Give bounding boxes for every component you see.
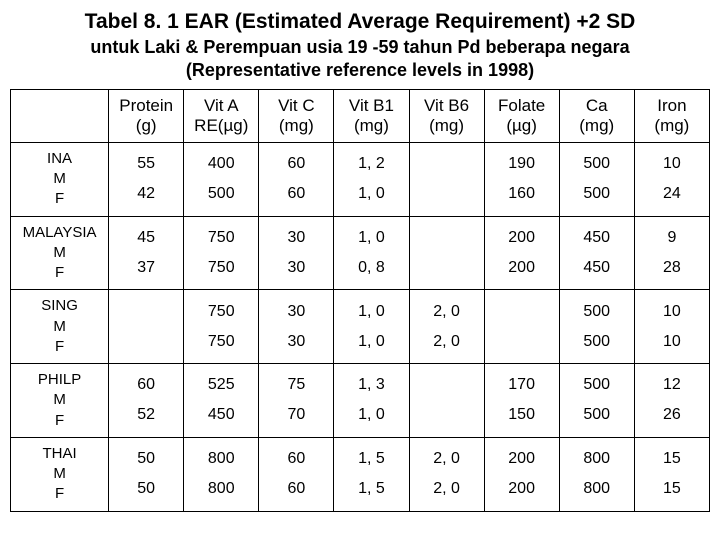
cell: 1226	[634, 364, 709, 438]
cell: 200200	[484, 216, 559, 290]
col-header-6: Folate(µg)	[484, 89, 559, 142]
cell: 750750	[184, 290, 259, 364]
cell: 1, 51, 5	[334, 437, 409, 511]
cell: 5542	[109, 142, 184, 216]
cell: 500500	[559, 364, 634, 438]
col-header-0	[11, 89, 109, 142]
cell: 750750	[184, 216, 259, 290]
col-header-2: Vit ARE(µg)	[184, 89, 259, 142]
cell: 3030	[259, 216, 334, 290]
table-body: INAMF554240050060601, 21, 01901605005001…	[11, 142, 710, 511]
cell: 1515	[634, 437, 709, 511]
cell	[109, 290, 184, 364]
table-row: MALAYSIAMF453775075030301, 00, 8 20020045…	[11, 216, 710, 290]
cell: 5050	[109, 437, 184, 511]
cell: 1, 31, 0	[334, 364, 409, 438]
cell: 190160	[484, 142, 559, 216]
col-header-3: Vit C(mg)	[259, 89, 334, 142]
cell: 2, 02, 0	[409, 437, 484, 511]
table-subtitle: untuk Laki & Perempuan usia 19 -59 tahun…	[0, 36, 720, 89]
row-label: SINGMF	[11, 290, 109, 364]
cell: 4537	[109, 216, 184, 290]
table-title: Tabel 8. 1 EAR (Estimated Average Requir…	[0, 0, 720, 36]
col-header-4: Vit B1(mg)	[334, 89, 409, 142]
row-label: INAMF	[11, 142, 109, 216]
cell	[409, 216, 484, 290]
cell: 200200	[484, 437, 559, 511]
cell: 3030	[259, 290, 334, 364]
table-row: INAMF554240050060601, 21, 0 1901605005001…	[11, 142, 710, 216]
cell: 525450	[184, 364, 259, 438]
cell: 6060	[259, 142, 334, 216]
cell: 1, 01, 0	[334, 290, 409, 364]
cell	[409, 364, 484, 438]
cell: 1, 00, 8	[334, 216, 409, 290]
table-row: PHILPMF605252545075701, 31, 0 17015050050…	[11, 364, 710, 438]
col-header-5: Vit B6(mg)	[409, 89, 484, 142]
cell: 6052	[109, 364, 184, 438]
cell: 1024	[634, 142, 709, 216]
cell: 7570	[259, 364, 334, 438]
header-row: Protein(g)Vit ARE(µg)Vit C(mg)Vit B1(mg)…	[11, 89, 710, 142]
row-label: PHILPMF	[11, 364, 109, 438]
cell: 1, 21, 0	[334, 142, 409, 216]
cell	[484, 290, 559, 364]
cell: 800800	[559, 437, 634, 511]
table-row: SINGMF 75075030301, 01, 02, 02, 0 50050010…	[11, 290, 710, 364]
cell: 800800	[184, 437, 259, 511]
cell: 500500	[559, 142, 634, 216]
row-label: THAIMF	[11, 437, 109, 511]
cell: 170150	[484, 364, 559, 438]
subtitle-line1: untuk Laki & Perempuan usia 19 -59 tahun	[90, 37, 452, 57]
cell: 400500	[184, 142, 259, 216]
row-label: MALAYSIAMF	[11, 216, 109, 290]
cell: 500500	[559, 290, 634, 364]
table-row: THAIMF505080080060601, 51, 52, 02, 02002…	[11, 437, 710, 511]
cell: 2, 02, 0	[409, 290, 484, 364]
ear-table: Protein(g)Vit ARE(µg)Vit C(mg)Vit B1(mg)…	[10, 89, 710, 512]
col-header-8: Iron(mg)	[634, 89, 709, 142]
col-header-7: Ca(mg)	[559, 89, 634, 142]
cell: 928	[634, 216, 709, 290]
col-header-1: Protein(g)	[109, 89, 184, 142]
cell	[409, 142, 484, 216]
cell: 6060	[259, 437, 334, 511]
cell: 1010	[634, 290, 709, 364]
cell: 450450	[559, 216, 634, 290]
